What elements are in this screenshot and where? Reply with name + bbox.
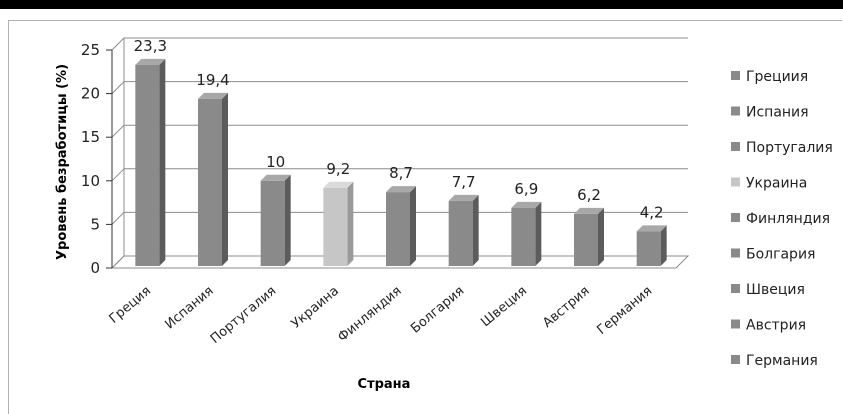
top-rule bbox=[0, 0, 843, 9]
bar-top bbox=[448, 194, 479, 201]
chart-frame bbox=[8, 20, 842, 414]
bar-side bbox=[222, 92, 228, 266]
chart-floor bbox=[110, 38, 690, 269]
bar bbox=[135, 64, 160, 266]
bar-side bbox=[598, 207, 604, 266]
legend-swatch bbox=[731, 355, 740, 364]
floor-plane bbox=[110, 255, 690, 269]
legend-label: Украина bbox=[746, 176, 807, 192]
category-label: Германия bbox=[594, 284, 655, 338]
y-tick-label: 25 bbox=[81, 41, 100, 59]
legend-label: Швеция bbox=[746, 282, 805, 298]
legend-label: Австрия bbox=[746, 318, 806, 334]
gridline-slant bbox=[111, 212, 125, 225]
gridline-slant bbox=[111, 81, 125, 94]
legend-swatch bbox=[731, 177, 740, 187]
category-label: Испания bbox=[162, 284, 216, 333]
y-tick-label: 5 bbox=[90, 215, 100, 233]
bar-top bbox=[386, 186, 416, 193]
value-label: 9,2 bbox=[326, 160, 350, 178]
legend-swatch bbox=[731, 106, 740, 116]
bar-top bbox=[198, 92, 228, 99]
bar-top bbox=[323, 181, 354, 188]
bar bbox=[386, 192, 410, 266]
value-label: 7,7 bbox=[452, 173, 476, 191]
legend-swatch bbox=[731, 142, 740, 151]
bar-top bbox=[260, 174, 291, 181]
y-axis-ticks: 0 5 10 15 20 25 bbox=[81, 41, 112, 277]
y-tick-label: 20 bbox=[81, 85, 100, 103]
bar bbox=[260, 180, 285, 266]
bar-top bbox=[135, 58, 166, 65]
legend-label: Германия bbox=[746, 353, 818, 369]
value-label: 6,9 bbox=[514, 180, 538, 198]
legend-label: Испания bbox=[746, 105, 809, 121]
bars bbox=[135, 58, 667, 266]
bar-side bbox=[159, 58, 166, 266]
gridline-slant bbox=[111, 124, 125, 138]
x-axis-label: Страна bbox=[358, 377, 411, 392]
value-label: 10 bbox=[266, 153, 285, 171]
category-label: Греция bbox=[106, 284, 153, 327]
bar-side bbox=[347, 181, 354, 266]
bar-side bbox=[535, 201, 542, 266]
legend-label: Финляндия bbox=[746, 211, 830, 227]
bar-side bbox=[284, 174, 291, 266]
bar-top bbox=[574, 207, 604, 214]
legend-label: Грециия bbox=[746, 69, 808, 85]
y-tick-label: 15 bbox=[81, 128, 100, 146]
value-label: 4,2 bbox=[640, 203, 664, 221]
y-tick-label: 10 bbox=[81, 172, 100, 190]
gridline-slant bbox=[111, 37, 125, 51]
legend-swatch bbox=[731, 248, 740, 258]
bar-side bbox=[472, 194, 479, 266]
value-label: 8,7 bbox=[389, 164, 413, 182]
category-label: Финляндия bbox=[335, 284, 404, 346]
bar bbox=[511, 207, 536, 266]
y-tick-label: 0 bbox=[90, 259, 100, 277]
bar bbox=[448, 200, 473, 266]
value-labels: 23,3 19,4 10 9,2 8,7 7,7 6,9 6,2 4,2 bbox=[134, 37, 664, 222]
category-label: Австрия bbox=[540, 284, 592, 331]
category-label: Швеция bbox=[478, 284, 530, 331]
bar bbox=[574, 213, 598, 266]
value-label: 23,3 bbox=[134, 37, 167, 55]
value-label: 19,4 bbox=[196, 71, 229, 89]
bar bbox=[198, 98, 222, 266]
value-label: 6,2 bbox=[577, 186, 601, 204]
bar-top bbox=[511, 201, 542, 208]
bar-side bbox=[410, 186, 416, 266]
category-label: Португалия bbox=[208, 284, 279, 347]
y-axis-label: Уровень безработицы (%) bbox=[55, 64, 70, 260]
bar-top bbox=[636, 225, 667, 232]
legend: Грециия Испания Португалия Украина Финляндия… bbox=[731, 69, 833, 369]
category-label: Украина bbox=[289, 284, 342, 332]
bar bbox=[323, 187, 348, 266]
legend-swatch bbox=[731, 284, 740, 293]
gridline-slant bbox=[111, 168, 125, 182]
legend-swatch bbox=[731, 319, 740, 329]
legend-label: Болгария bbox=[746, 247, 815, 263]
category-label: Болгария bbox=[408, 284, 467, 337]
legend-swatch bbox=[731, 213, 740, 222]
legend-swatch bbox=[731, 71, 740, 80]
bar-side bbox=[660, 225, 667, 266]
legend-label: Португалия bbox=[746, 140, 833, 156]
bar bbox=[636, 231, 661, 266]
